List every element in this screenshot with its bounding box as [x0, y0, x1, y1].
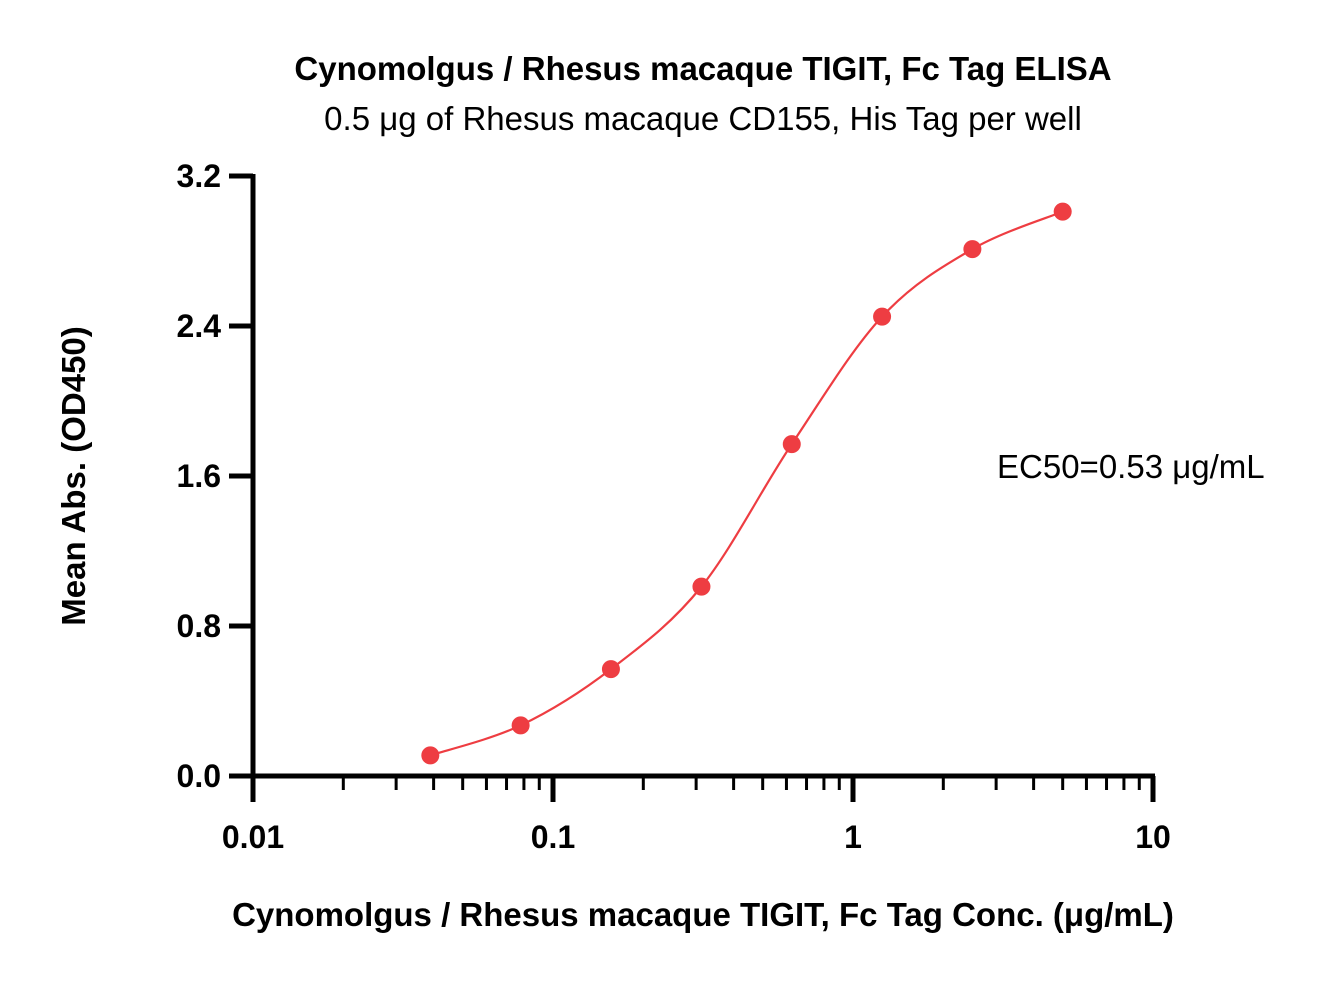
data-point [873, 307, 892, 326]
x-tick-label: 1 [844, 819, 862, 855]
fit-curve [429, 210, 1064, 757]
y-tick-label: 3.2 [177, 158, 221, 194]
ec50-annotation: EC50=0.53 μg/mL [997, 448, 1265, 485]
data-point [601, 660, 620, 679]
y-tick-label: 1.6 [177, 458, 221, 494]
x-tick-label: 0.1 [531, 819, 575, 855]
y-tick-label: 0.0 [177, 758, 221, 794]
chart-subtitle: 0.5 μg of Rhesus macaque CD155, His Tag … [324, 100, 1082, 137]
x-axis-ticks: 0.01 0.1 1 10 [222, 776, 1171, 855]
x-tick-label: 0.01 [222, 819, 284, 855]
chart-title: Cynomolgus / Rhesus macaque TIGIT, Fc Ta… [294, 50, 1111, 87]
x-tick-label: 10 [1135, 819, 1171, 855]
data-point [782, 435, 801, 454]
data-point [1053, 202, 1072, 221]
y-axis-ticks: 0.0 0.8 1.6 2.4 3.2 [177, 158, 253, 794]
y-axis-label: Mean Abs. (OD450) [55, 326, 92, 626]
data-point [421, 746, 440, 765]
y-tick-label: 0.8 [177, 608, 221, 644]
x-axis-label: Cynomolgus / Rhesus macaque TIGIT, Fc Ta… [232, 896, 1174, 933]
y-tick-label: 2.4 [177, 308, 222, 344]
fit-curve-layer [429, 210, 1064, 757]
data-points-layer [421, 202, 1072, 765]
data-point [511, 716, 530, 735]
data-point [963, 240, 982, 259]
data-point [692, 577, 711, 596]
